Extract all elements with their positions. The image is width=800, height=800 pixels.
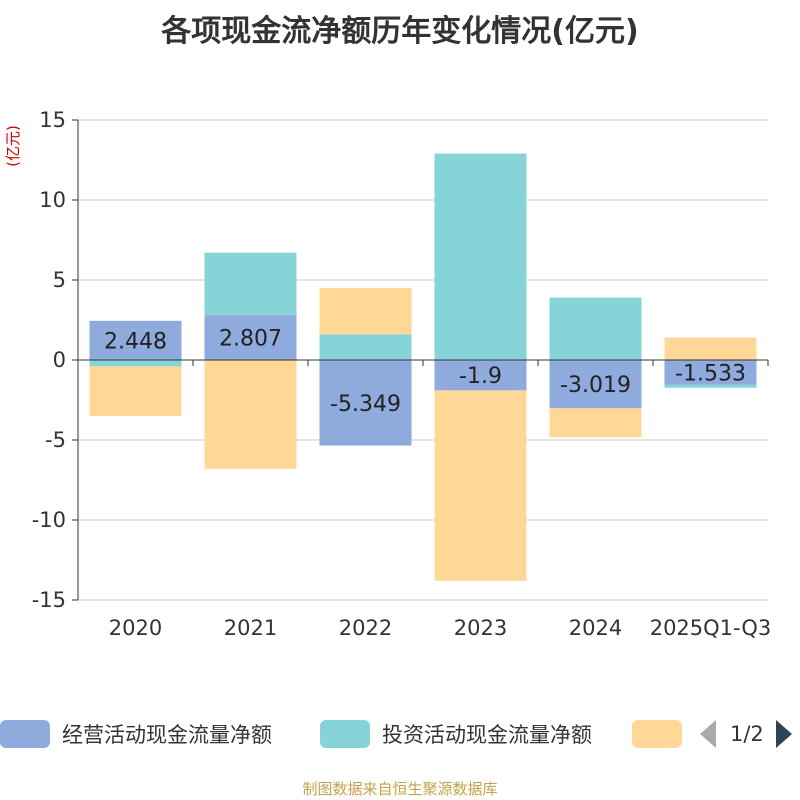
x-tick-label: 2022: [339, 616, 392, 640]
legend-item-operating[interactable]: 经营活动现金流量净额: [0, 720, 272, 748]
legend-swatch-investing: [320, 720, 370, 748]
grid-lines: [78, 119, 768, 601]
bar-segment-s2-2021[interactable]: [204, 360, 297, 469]
x-tick-label: 2021: [224, 616, 277, 640]
legend: 经营活动现金流量净额 投资活动现金流量净额 1/2: [0, 714, 800, 754]
y-tick-label: -15: [32, 588, 66, 612]
data-source-note: 制图数据来自恒生聚源数据库: [302, 780, 498, 798]
bar-segment-s0-2020[interactable]: [89, 320, 182, 360]
bar-segment-s2-2025Q1-Q3[interactable]: [664, 337, 757, 360]
data-label-2023: -1.9: [459, 364, 502, 389]
bar-segment-s2-2022[interactable]: [319, 288, 412, 335]
x-tick-label: 2023: [454, 616, 507, 640]
bar-segment-s2-2020[interactable]: [89, 366, 182, 416]
data-label-2025Q1-Q3: -1.533: [675, 361, 746, 386]
x-tick-label: 2024: [569, 616, 622, 640]
bars: [89, 153, 757, 581]
bar-segment-s1-2022[interactable]: [319, 334, 412, 360]
chart-title: 各项现金流净额历年变化情况(亿元): [161, 14, 639, 49]
bar-segment-s2-2024[interactable]: [549, 408, 642, 438]
data-label-2024: -3.019: [560, 373, 631, 398]
data-label-2021: 2.807: [219, 327, 282, 352]
bar-segment-s1-2021[interactable]: [204, 252, 297, 316]
data-label-2020: 2.448: [104, 329, 167, 354]
axes: 15 10 5 0 -5 -10 -15 2020 2021 2022 2023 2024 2025Q1…: [32, 108, 772, 640]
legend-prev-page-icon[interactable]: [700, 720, 716, 748]
bar-segment-s2-2023[interactable]: [434, 390, 527, 581]
y-axis-unit-label: (亿元): [4, 125, 22, 167]
y-tick-label: 10: [39, 188, 66, 212]
bar-segment-s0-2021[interactable]: [204, 315, 297, 360]
y-tick-label: 5: [53, 268, 66, 292]
legend-page-indicator: 1/2: [730, 722, 764, 746]
y-tick-label: -10: [32, 508, 66, 532]
bar-segment-s1-2025Q1-Q3[interactable]: [664, 384, 757, 388]
bar-segment-s0-2023[interactable]: [434, 360, 527, 391]
y-tick-label: -5: [45, 428, 66, 452]
y-tick-label: 15: [39, 108, 66, 132]
bar-segment-s0-2022[interactable]: [319, 360, 412, 446]
legend-item-investing[interactable]: 投资活动现金流量净额: [320, 720, 592, 748]
bar-segment-s1-2020[interactable]: [89, 360, 182, 367]
x-tick-label: 2020: [109, 616, 162, 640]
x-tick-label: 2025Q1-Q3: [650, 616, 772, 640]
y-tick-label: 0: [53, 348, 66, 372]
bar-segment-s0-2024[interactable]: [549, 360, 642, 409]
data-labels: 2.448 2.807 -5.349 -1.9 -3.019 -1.533: [104, 327, 746, 417]
legend-item-financing[interactable]: [632, 720, 682, 748]
bar-segment-s1-2023[interactable]: [434, 153, 527, 360]
bar-segment-s0-2025Q1-Q3[interactable]: [664, 360, 757, 385]
legend-label-operating: 经营活动现金流量净额: [62, 723, 272, 747]
bar-segment-s1-2024[interactable]: [549, 297, 642, 360]
data-label-2022: -5.349: [330, 392, 401, 417]
legend-swatch-operating: [0, 720, 50, 748]
legend-swatch-financing: [632, 720, 682, 748]
legend-pager: 1/2: [700, 718, 792, 750]
legend-label-investing: 投资活动现金流量净额: [382, 723, 592, 747]
legend-next-page-icon[interactable]: [775, 720, 792, 748]
bar-chart: 15 10 5 0 -5 -10 -15 2020 2021 2022 2023 2024 2025Q1…: [4, 108, 772, 640]
